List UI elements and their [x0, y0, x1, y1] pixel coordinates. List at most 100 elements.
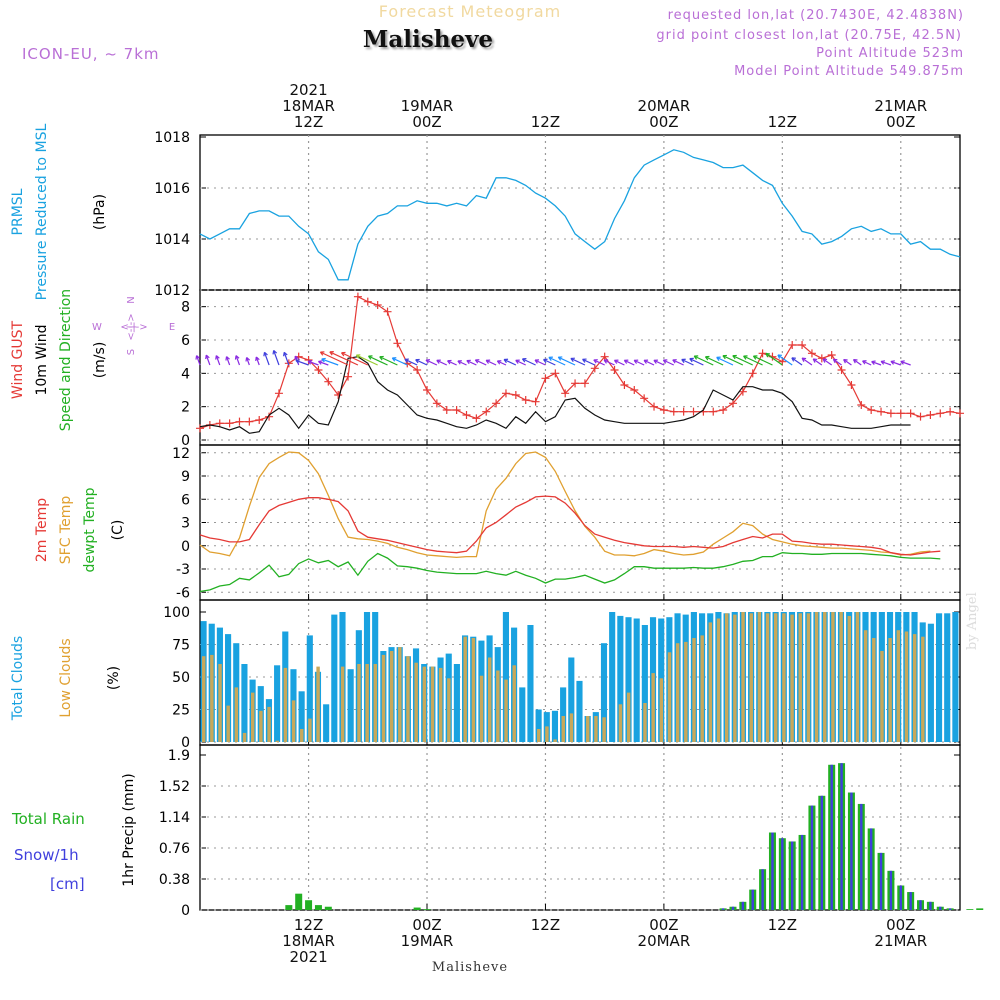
cloud-bar-total [306, 635, 313, 742]
ytick-label-clouds: 0 [181, 735, 190, 751]
gust-marker [452, 406, 461, 414]
wind-arrow [593, 359, 605, 366]
wind-arrow [205, 354, 211, 366]
gust-marker [719, 406, 728, 414]
wind-arrow [425, 359, 438, 366]
wind-arrow [415, 359, 428, 366]
panel-label-wind: Wind GUST [10, 320, 26, 399]
gust-marker [926, 411, 935, 419]
wind-arrow-head [570, 357, 575, 363]
series-line-dewpt-temp [199, 552, 941, 593]
wind-arrow-head [582, 358, 587, 363]
wind-arrow-head [643, 359, 649, 364]
wind-arrow-head [662, 359, 668, 364]
wind-arrow [624, 359, 635, 366]
cloud-bar-low [733, 614, 737, 742]
gust-marker [531, 397, 540, 406]
precip-bar-snow [919, 900, 922, 910]
wind-arrow-head [294, 355, 299, 361]
wind-arrow-head [900, 360, 905, 365]
precip-bar-snow [771, 832, 774, 910]
wind-arrow-head [436, 359, 441, 364]
series-line-10m-wind [199, 356, 911, 434]
wind-arrow-head [557, 356, 563, 361]
cloud-bar-low [218, 664, 222, 742]
gust-marker [877, 407, 886, 416]
wind-arrow [791, 357, 803, 366]
wind-arrow [812, 358, 823, 366]
gust-marker [847, 381, 856, 389]
precip-bar-rain [966, 909, 974, 910]
wind-arrow [705, 356, 724, 366]
wind-arrow [843, 359, 852, 366]
cloud-bar-total [952, 612, 959, 742]
ytick-label-wind: 6 [181, 333, 190, 349]
gust-marker [363, 297, 372, 306]
time-label-top-5: 21MAR [874, 97, 927, 115]
wind-arrow-head [425, 359, 431, 364]
wind-arrow [743, 355, 763, 366]
ytick-label-wind: 4 [181, 366, 190, 382]
time-label-bottom-3: 20MAR [638, 932, 691, 950]
cloud-bar-low [283, 667, 288, 742]
panel-label-wind: Speed and Direction [58, 289, 74, 431]
cloud-bar-low [537, 729, 541, 742]
cloud-bar-low [406, 656, 410, 742]
wind-arrow-head [263, 351, 268, 357]
time-label-bottom-0: 12Z [294, 916, 323, 934]
precip-bar-rain [295, 893, 303, 910]
precip-bar-rain [305, 900, 313, 910]
wind-arrow-head [457, 360, 462, 365]
gust-marker [916, 412, 925, 421]
cloud-bar-low [251, 692, 255, 742]
cloud-bar-low [430, 666, 435, 742]
gust-marker [334, 391, 343, 399]
wind-arrow-head [689, 357, 694, 363]
ytick-label-temp: 6 [181, 492, 190, 508]
wind-arrow-head [681, 358, 686, 364]
ytick-label-wind: 2 [181, 400, 190, 416]
wind-arrow-head [195, 355, 200, 360]
wind-arrow [368, 355, 388, 366]
cloud-bar-low [389, 651, 394, 742]
gust-marker [521, 396, 530, 404]
precip-bar-rain [423, 909, 431, 910]
cloud-bar-low [308, 718, 312, 742]
compass-arrow-vertical: <-|-> [126, 313, 137, 340]
cloud-bar-low [765, 613, 770, 742]
model-altitude: Model Point Altitude 549.875m [734, 64, 964, 79]
wind-arrow [515, 359, 526, 366]
gust-marker [383, 307, 392, 316]
cloud-bar-low [863, 630, 868, 742]
precip-legend-snow: Snow/1h [14, 846, 79, 864]
cloud-bar-low [487, 657, 492, 742]
gust-marker [501, 389, 510, 398]
compass-east: E [169, 322, 175, 333]
panel-frame-wind [199, 289, 961, 446]
cloud-bar-low [275, 740, 279, 742]
gust-marker [215, 419, 224, 428]
wind-arrow [307, 360, 319, 366]
wind-arrow-head [732, 354, 737, 360]
wind-arrow-head [777, 354, 782, 359]
cloud-bar-low [381, 654, 386, 742]
gust-marker [561, 389, 570, 398]
wind-arrow [320, 351, 349, 366]
gust-marker [590, 364, 599, 373]
wind-arrow [663, 359, 675, 366]
cloud-bar-total [617, 615, 624, 742]
precip-bar-snow [781, 838, 784, 910]
panel-label-pressure: (hPa) [92, 194, 108, 230]
cloud-bar-low [667, 652, 672, 742]
wind-arrow-head [255, 356, 260, 362]
wind-arrow-head [672, 359, 677, 364]
cloud-bar-total [609, 612, 616, 742]
wind-arrow [283, 352, 290, 366]
cloud-bar-low [504, 679, 508, 742]
cloud-bar-low [291, 700, 296, 742]
series-line-wind-gust [199, 295, 961, 429]
time-label-top-1: 00Z [412, 113, 441, 131]
wind-arrow [447, 360, 457, 366]
cloud-bar-low [594, 716, 598, 742]
gust-marker [196, 424, 204, 433]
